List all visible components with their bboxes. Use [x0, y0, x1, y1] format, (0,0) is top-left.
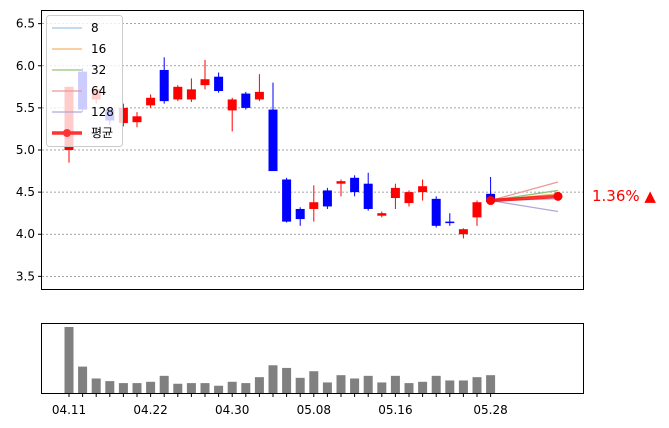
volume-bar [173, 383, 183, 393]
volume-bar [282, 367, 292, 393]
volume-bar [105, 381, 115, 393]
y-tick-label: 6.0 [16, 59, 35, 73]
candle-body [159, 69, 169, 102]
candle-body [309, 202, 319, 209]
candle-body [132, 116, 142, 123]
candle-body [282, 179, 292, 222]
volume-bar [118, 383, 128, 393]
volume-bar [159, 375, 169, 393]
legend-label: 평균 [91, 126, 113, 140]
volume-bar [404, 383, 414, 393]
legend: 8 16 32 64 128 평균 [46, 15, 123, 147]
candle-body [146, 97, 156, 106]
volume-bar [78, 366, 88, 393]
forecast-average-line [490, 194, 559, 203]
legend-label: 8 [91, 21, 99, 35]
candle-body [431, 198, 441, 226]
volume-bars [64, 327, 496, 393]
volume-bar [227, 381, 237, 393]
candle-body [418, 186, 428, 193]
volume-bar [377, 382, 387, 393]
forecast-fan-line [490, 181, 559, 202]
forecast-change-label: 1.36% ▲ [592, 187, 656, 205]
y-tick-label: 4.0 [16, 227, 35, 241]
volume-bar [322, 382, 332, 393]
candle-body [404, 192, 414, 204]
volume-bar [214, 385, 224, 393]
volume-bar [254, 377, 264, 393]
volume-bar [363, 375, 373, 393]
candle-body [227, 99, 237, 111]
candle-body [350, 177, 360, 193]
candle-body [472, 202, 482, 218]
volume-bar [309, 371, 319, 393]
candle-body [268, 109, 278, 172]
candle-body [322, 190, 332, 207]
legend-box [46, 15, 123, 147]
volume-bar [350, 378, 360, 393]
volume-bar [458, 380, 468, 393]
volume-bar [241, 383, 251, 393]
candle-body [295, 208, 305, 220]
legend-label: 64 [91, 84, 106, 98]
forecast-end-point [553, 191, 563, 201]
x-tick-label: 04.30 [215, 403, 249, 417]
candle-body [377, 213, 387, 216]
candle-body [390, 187, 400, 199]
volume-bar [186, 383, 196, 393]
x-tick-label: 05.08 [297, 403, 331, 417]
candle-body [200, 79, 210, 86]
volume-bar [472, 377, 482, 393]
y-tick-label: 4.5 [16, 185, 35, 199]
candle-body [458, 229, 468, 235]
y-tick-label: 6.5 [16, 17, 35, 31]
volume-bar [200, 383, 210, 393]
volume-bar [336, 375, 346, 393]
x-tick-label: 05.28 [473, 403, 507, 417]
volume-x-axis: 04.11 04.22 04.30 05.08 05.16 05.28 [52, 393, 508, 417]
volume-bar [146, 381, 156, 393]
candle-body [173, 86, 183, 100]
x-tick-label: 04.11 [52, 403, 86, 417]
volume-bar [486, 375, 496, 393]
volume-bar [431, 375, 441, 393]
y-tick-label: 5.0 [16, 143, 35, 157]
candle-body [254, 91, 264, 100]
volume-bar [132, 383, 142, 393]
volume-bar [418, 381, 428, 393]
volume-bar [445, 380, 455, 393]
volume-bar [390, 375, 400, 393]
candle-body [445, 221, 455, 224]
legend-marker [63, 129, 71, 137]
forecast [486, 181, 563, 213]
candle-body [363, 183, 373, 209]
candle-body [214, 76, 224, 92]
volume-bar [91, 378, 101, 393]
volume-bar [295, 377, 305, 393]
y-tick-label: 3.5 [16, 269, 35, 283]
price-y-axis: 3.5 4.0 4.5 5.0 5.5 6.0 6.5 [16, 17, 42, 283]
candle-body [186, 89, 196, 100]
x-tick-label: 04.22 [133, 403, 167, 417]
candle-body [336, 181, 346, 184]
legend-label: 16 [91, 42, 106, 56]
candle-body [118, 107, 128, 124]
legend-label: 128 [91, 105, 114, 119]
legend-label: 32 [91, 63, 106, 77]
forecast-start-point [486, 196, 496, 206]
volume-bar [64, 327, 74, 393]
candle-body [241, 93, 251, 108]
volume-bar [268, 365, 278, 393]
forecast-fan-line [490, 199, 559, 213]
y-tick-label: 5.5 [16, 101, 35, 115]
x-tick-label: 05.16 [378, 403, 412, 417]
